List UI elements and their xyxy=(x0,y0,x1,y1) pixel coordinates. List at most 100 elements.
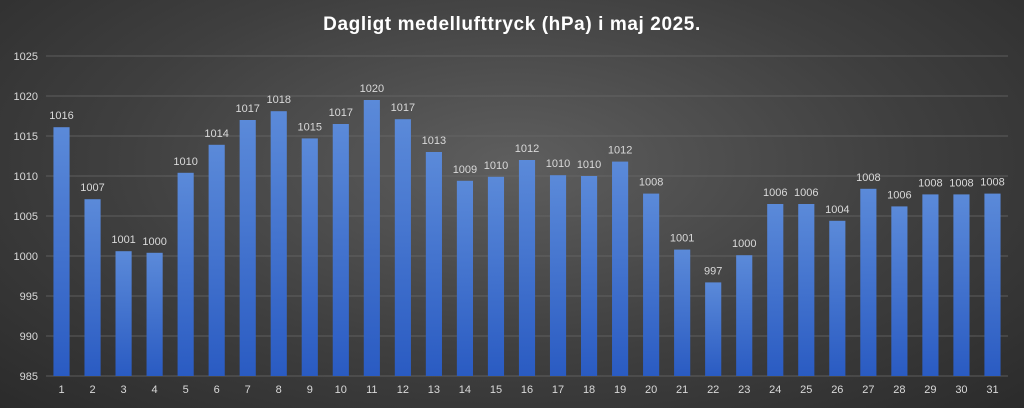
x-tick-label: 1 xyxy=(58,384,64,396)
y-tick-label: 1000 xyxy=(14,251,38,263)
bar xyxy=(239,120,256,376)
x-tick-label: 19 xyxy=(614,384,626,396)
bar xyxy=(146,252,163,376)
x-tick-label: 26 xyxy=(831,384,843,396)
x-tick-label: 20 xyxy=(645,384,657,396)
bar xyxy=(425,152,442,376)
data-label: 1017 xyxy=(391,102,415,114)
data-label: 1001 xyxy=(670,233,694,245)
y-tick-label: 990 xyxy=(20,331,38,343)
data-label: 1018 xyxy=(266,94,290,106)
x-tick-label: 8 xyxy=(276,384,282,396)
x-tick-label: 3 xyxy=(121,384,127,396)
bar xyxy=(332,124,349,376)
bar xyxy=(767,204,784,376)
data-label: 1008 xyxy=(918,177,942,189)
x-tick-label: 13 xyxy=(428,384,440,396)
bar xyxy=(922,194,939,376)
bar xyxy=(518,160,536,376)
data-label: 1016 xyxy=(49,110,73,122)
bar xyxy=(643,193,660,376)
data-label: 1000 xyxy=(142,236,166,248)
bar xyxy=(456,180,474,376)
x-tick-label: 27 xyxy=(862,384,874,396)
data-labels: 1016 1007 1001 1000 1010 1014 1017 1018 1015 1017… xyxy=(49,83,1004,277)
data-label: 1010 xyxy=(173,156,197,168)
x-tick-label: 5 xyxy=(183,384,189,396)
data-label: 1004 xyxy=(825,204,849,216)
data-label: 1010 xyxy=(577,159,601,171)
bar xyxy=(53,127,70,376)
x-tick-label: 9 xyxy=(307,384,313,396)
data-label: 1008 xyxy=(949,177,973,189)
x-tick-label: 29 xyxy=(924,384,936,396)
y-tick-label: 1015 xyxy=(14,131,38,143)
x-tick-label: 30 xyxy=(955,384,967,396)
bar xyxy=(177,172,194,376)
y-tick-label: 1010 xyxy=(14,171,38,183)
bar xyxy=(984,193,1001,376)
data-label: 1012 xyxy=(515,143,539,155)
bar xyxy=(580,176,598,376)
bar xyxy=(394,119,411,376)
data-label: 1008 xyxy=(856,172,880,184)
data-label: 1009 xyxy=(453,164,477,176)
x-tick-label: 23 xyxy=(738,384,750,396)
data-label: 1014 xyxy=(204,128,228,140)
x-tick-label: 15 xyxy=(490,384,502,396)
data-label: 1008 xyxy=(639,177,663,189)
data-label: 1007 xyxy=(80,182,104,194)
bar xyxy=(270,111,287,376)
data-label: 1013 xyxy=(422,135,446,147)
x-tick-label: 17 xyxy=(552,384,564,396)
bar xyxy=(860,188,877,376)
data-label: 1001 xyxy=(111,234,135,246)
x-tick-label: 16 xyxy=(521,384,533,396)
bar xyxy=(549,175,567,376)
data-label: 997 xyxy=(704,265,722,277)
x-tick-label: 24 xyxy=(769,384,781,396)
bar xyxy=(363,100,380,376)
bar xyxy=(829,220,846,376)
y-tick-label: 1020 xyxy=(14,91,38,103)
data-label: 1017 xyxy=(235,103,259,115)
x-tick-label: 6 xyxy=(214,384,220,396)
y-tick-label: 1025 xyxy=(14,51,38,63)
x-tick-label: 10 xyxy=(335,384,347,396)
bar xyxy=(115,251,132,376)
bar xyxy=(736,255,753,376)
bar xyxy=(612,161,629,376)
x-tick-label: 21 xyxy=(676,384,688,396)
x-tick-label: 18 xyxy=(583,384,595,396)
bar xyxy=(891,206,908,376)
bar xyxy=(798,204,815,376)
bar xyxy=(705,282,722,376)
y-tick-label: 995 xyxy=(20,291,38,303)
y-tick-label: 985 xyxy=(20,371,38,383)
bar xyxy=(208,144,225,376)
data-label: 1006 xyxy=(887,189,911,201)
y-tick-label: 1005 xyxy=(14,211,38,223)
bar xyxy=(953,194,970,376)
data-label: 1006 xyxy=(763,187,787,199)
data-label: 1015 xyxy=(298,121,322,133)
x-axis-ticks: 1 2 3 4 5 6 7 8 9 10 11 12 13 14 15 16 17 18 19 20 21 22 23 24 2… xyxy=(58,384,998,396)
bar xyxy=(674,249,691,376)
data-label: 1008 xyxy=(980,177,1004,189)
data-label: 1012 xyxy=(608,145,632,157)
y-axis-ticks: 985 990 995 1000 1005 1010 1015 1020 1025 xyxy=(14,51,38,383)
x-tick-label: 4 xyxy=(152,384,158,396)
x-tick-label: 14 xyxy=(459,384,471,396)
x-tick-label: 31 xyxy=(986,384,998,396)
data-label: 1017 xyxy=(329,107,353,119)
x-tick-label: 12 xyxy=(397,384,409,396)
bar xyxy=(84,199,101,376)
chart-title: Dagligt medellufttryck (hPa) i maj 2025. xyxy=(323,14,701,35)
x-tick-label: 2 xyxy=(89,384,95,396)
data-label: 1006 xyxy=(794,187,818,199)
x-tick-label: 22 xyxy=(707,384,719,396)
x-tick-label: 11 xyxy=(366,384,377,396)
data-label: 1010 xyxy=(484,160,508,172)
